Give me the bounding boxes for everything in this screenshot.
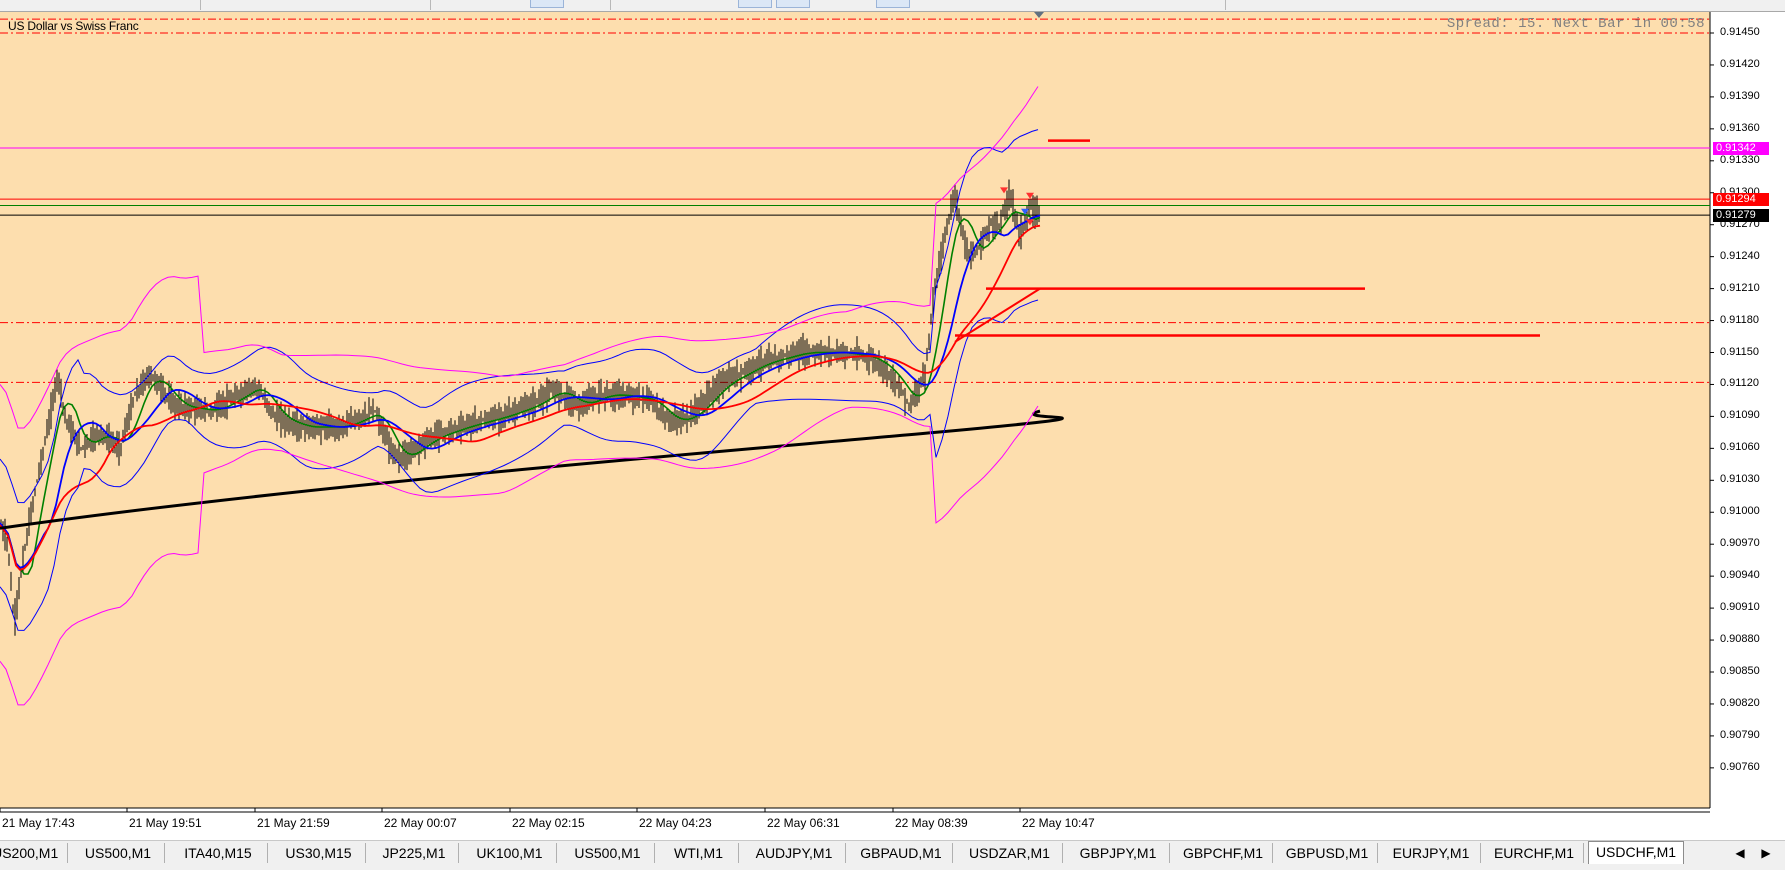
- price-axis-label: 0.91060: [1720, 441, 1760, 454]
- tab-gbpaud-m1[interactable]: GBPAUD,M1: [850, 843, 953, 863]
- tab-jp225-m1[interactable]: JP225,M1: [370, 843, 459, 863]
- price-axis-label: 0.91120: [1720, 377, 1759, 390]
- chart-window[interactable]: US Dollar vs Swiss Franc Spread: 15. Nex…: [0, 12, 1785, 840]
- bollinger-outer-upper: [0, 86, 1039, 429]
- time-axis-label: 22 May 08:39: [895, 816, 968, 830]
- toolbar-button[interactable]: [776, 0, 810, 8]
- toolbar-button[interactable]: [738, 0, 772, 8]
- time-axis-label: 22 May 00:07: [384, 816, 457, 830]
- price-axis-label: 0.90940: [1720, 569, 1760, 582]
- tab-uk100-m1[interactable]: UK100,M1: [463, 843, 557, 863]
- shift-marker-icon: [1034, 12, 1044, 18]
- signal-arrow-icon: [1000, 187, 1008, 194]
- price-axis-label: 0.90970: [1720, 537, 1760, 550]
- toolbar-separator: [430, 0, 431, 10]
- time-axis-label: 22 May 04:23: [639, 816, 712, 830]
- price-axis-label: 0.91000: [1720, 505, 1760, 518]
- toolbar-strip: [0, 0, 1785, 12]
- ema-mid-line: [0, 214, 1041, 569]
- price-axis-label: 0.90850: [1720, 665, 1760, 677]
- tab-wti-m1[interactable]: WTI,M1: [659, 843, 739, 863]
- toolbar-button[interactable]: [876, 0, 910, 8]
- toolbar-button[interactable]: [530, 0, 564, 8]
- tab-us30-m15[interactable]: US30,M15: [272, 843, 366, 863]
- scroll-right-icon[interactable]: ▶: [1761, 846, 1771, 860]
- price-axis-label: 0.90820: [1720, 696, 1760, 709]
- toolbar-separator: [610, 0, 611, 10]
- time-axis-label: 21 May 21:59: [257, 816, 330, 830]
- price-tag: 0.91294: [1713, 192, 1769, 206]
- price-axis-label: 0.91360: [1720, 121, 1760, 134]
- chart-tab-bar: AUS200,M1US500,M1ITA40,M15US30,M15JP225,…: [0, 840, 1785, 864]
- tab-us500-m1[interactable]: US500,M1: [561, 843, 655, 863]
- tab-audjpy-m1[interactable]: AUDJPY,M1: [743, 843, 846, 863]
- spread-info: Spread: 15. Next Bar in 00:58: [1446, 16, 1705, 32]
- price-axis-label: 0.90760: [1720, 760, 1760, 773]
- status-bar: [0, 864, 1785, 870]
- tab-aus200-m1[interactable]: AUS200,M1: [0, 843, 68, 863]
- bollinger-inner-upper: [0, 129, 1039, 504]
- symbol-title: US Dollar vs Swiss Franc: [8, 19, 139, 33]
- toolbar-separator: [200, 0, 201, 10]
- time-axis-panel: [0, 808, 1710, 840]
- time-axis-label: 21 May 19:51: [129, 816, 202, 830]
- price-axis-label: 0.91150: [1720, 345, 1759, 358]
- tab-us500-m1[interactable]: US500,M1: [72, 843, 165, 863]
- price-axis-label: 0.91030: [1720, 473, 1760, 486]
- price-axis-panel: [1710, 12, 1785, 840]
- bollinger-outer-lower: [0, 405, 1039, 706]
- price-axis-label: 0.90880: [1720, 633, 1760, 646]
- price-tag: 0.91279: [1713, 208, 1769, 222]
- price-axis-label: 0.91330: [1720, 153, 1760, 166]
- tab-gbpusd-m1[interactable]: GBPUSD,M1: [1277, 843, 1378, 863]
- tab-gbpchf-m1[interactable]: GBPCHF,M1: [1174, 843, 1273, 863]
- time-axis-label: 22 May 10:47: [1022, 816, 1095, 830]
- tab-eurjpy-m1[interactable]: EURJPY,M1: [1382, 843, 1481, 863]
- time-axis-label: 21 May 17:43: [2, 816, 75, 830]
- time-axis-label: 22 May 06:31: [767, 816, 840, 830]
- price-axis-label: 0.91210: [1720, 281, 1760, 294]
- toolbar-separator: [1225, 0, 1226, 10]
- ema-long-line: [0, 409, 1064, 530]
- price-axis-label: 0.91180: [1720, 313, 1759, 326]
- time-axis-label: 22 May 02:15: [512, 816, 585, 830]
- signal-arrow-icon: [1026, 219, 1034, 226]
- chart-plot-area: [0, 12, 1710, 808]
- trend-line: [954, 287, 1041, 343]
- tab-gbpjpy-m1[interactable]: GBPJPY,M1: [1067, 843, 1170, 863]
- price-axis-label: 0.91450: [1720, 26, 1760, 38]
- price-axis-label: 0.90910: [1720, 601, 1760, 614]
- scroll-left-icon[interactable]: ◀: [1735, 846, 1745, 860]
- price-axis-label: 0.90790: [1720, 728, 1760, 741]
- price-chart[interactable]: [0, 12, 1785, 840]
- tab-usdzar-m1[interactable]: USDZAR,M1: [957, 843, 1063, 863]
- price-tag: 0.91342: [1713, 141, 1769, 155]
- ema-slow-line: [0, 224, 1041, 571]
- signal-arrow-icon: [1021, 208, 1029, 215]
- tab-ita40-m15[interactable]: ITA40,M15: [169, 843, 268, 863]
- price-axis-label: 0.91090: [1720, 409, 1760, 422]
- bollinger-inner-lower: [0, 299, 1039, 631]
- signal-arrow-icon: [1026, 192, 1034, 199]
- tab-usdchf-m1[interactable]: USDCHF,M1: [1588, 841, 1684, 864]
- price-axis-label: 0.91390: [1720, 89, 1760, 102]
- price-axis-label: 0.91240: [1720, 249, 1760, 262]
- price-axis-label: 0.91420: [1720, 57, 1760, 70]
- tab-eurchf-m1[interactable]: EURCHF,M1: [1485, 843, 1584, 863]
